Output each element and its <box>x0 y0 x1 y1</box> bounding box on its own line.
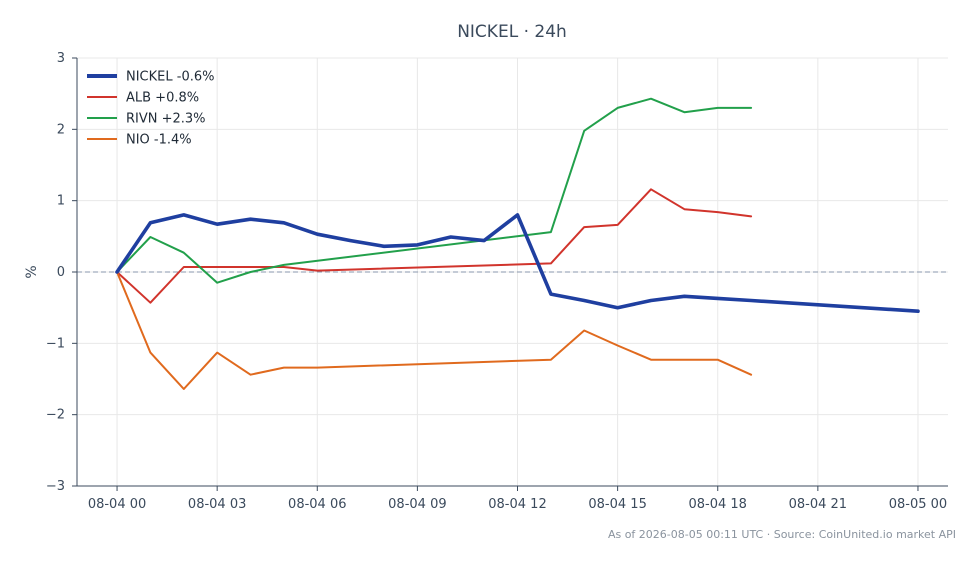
x-tick-label: 08-04 21 <box>789 497 847 512</box>
y-axis-ticks: 3 2 1 0 −1 −2 −3 <box>46 51 77 494</box>
x-tick-label: 08-04 18 <box>689 497 747 512</box>
x-axis-ticks: 08-04 00 08-04 03 08-04 06 08-04 09 08-04 12… <box>88 486 947 512</box>
y-tick-label: −1 <box>46 336 65 351</box>
y-tick-label: 3 <box>57 51 65 66</box>
x-tick-label: 08-04 03 <box>188 497 246 512</box>
series-line-rivn <box>116 97 753 284</box>
y-tick-label: 2 <box>57 122 65 137</box>
legend-label: NICKEL -0.6% <box>126 70 214 85</box>
source-footer: As of 2026-08-05 00:11 UTC · Source: Coi… <box>608 528 956 541</box>
series-line-nio <box>116 271 753 390</box>
x-tick-label: 08-04 15 <box>588 497 646 512</box>
legend: NICKEL -0.6% ALB +0.8% RIVN +2.3% NIO -1.4% <box>87 70 214 148</box>
x-tick-label: 08-04 06 <box>288 497 346 512</box>
chart-title: NICKEL · 24h <box>457 22 567 42</box>
y-tick-label: 0 <box>57 265 65 280</box>
y-tick-label: −3 <box>46 479 65 494</box>
series-line-alb <box>116 188 753 304</box>
y-tick-label: −2 <box>46 408 65 423</box>
y-tick-label: 1 <box>57 194 65 209</box>
x-tick-label: 08-04 09 <box>388 497 446 512</box>
series-lines <box>115 97 920 390</box>
x-tick-label: 08-04 00 <box>88 497 146 512</box>
series-line-nickel <box>115 213 920 314</box>
y-axis-label: % <box>24 265 40 278</box>
legend-label: RIVN +2.3% <box>126 112 206 127</box>
x-tick-label: 08-05 00 <box>889 497 947 512</box>
x-tick-label: 08-04 12 <box>488 497 546 512</box>
legend-label: NIO -1.4% <box>126 133 192 148</box>
legend-label: ALB +0.8% <box>126 91 199 106</box>
